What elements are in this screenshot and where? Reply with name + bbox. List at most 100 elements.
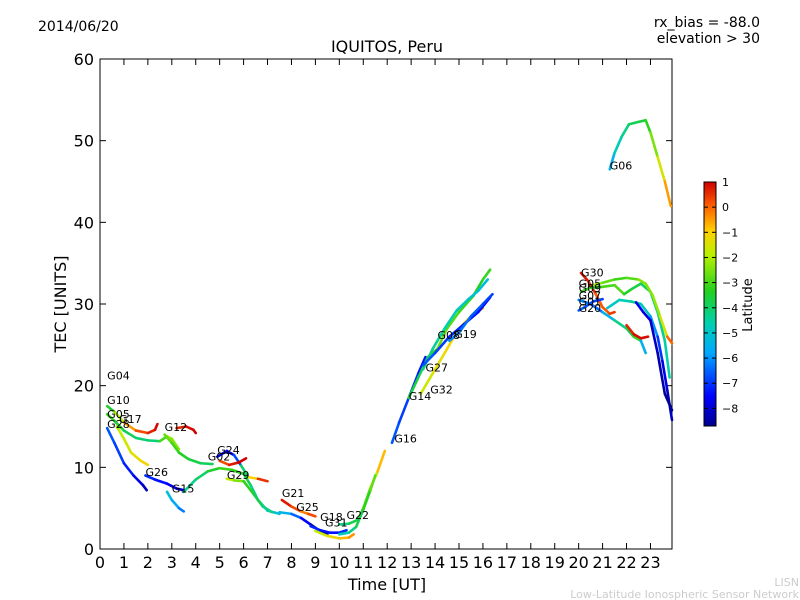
x-tick-label: 18: [521, 553, 541, 572]
series-g20b: [625, 323, 650, 340]
series-segment: [443, 309, 458, 330]
x-tick-label: 8: [286, 553, 296, 572]
series-segment: [625, 323, 636, 336]
series-segment: [601, 278, 616, 285]
satellite-label: G02: [208, 450, 231, 463]
satellite-label: G06: [610, 160, 633, 173]
series-segment: [649, 314, 659, 338]
series-segment: [299, 516, 312, 526]
x-tick-label: 19: [545, 553, 565, 572]
series-segment: [407, 376, 420, 400]
footer-long: Low-Latitude Ionospheric Sensor Network: [570, 588, 799, 600]
series-segment: [227, 461, 241, 467]
series-segment: [620, 123, 631, 138]
series-segment: [448, 323, 466, 338]
x-axis-label: Time [UT]: [347, 575, 426, 594]
series-g18: [309, 524, 348, 534]
series-segment: [369, 474, 377, 492]
series-segment: [122, 429, 138, 440]
satellite-label: G17: [119, 413, 142, 426]
y-tick-label: 30: [74, 295, 94, 314]
series-segment: [338, 528, 348, 534]
series-segment: [175, 487, 186, 492]
series-segment: [170, 498, 181, 510]
series-segment: [608, 151, 616, 171]
satellite-label: G12: [165, 421, 188, 434]
series-segment: [242, 479, 255, 495]
series-segment: [232, 479, 245, 483]
y-tick-label: 60: [74, 50, 94, 69]
colorbar-tick-label: −4: [722, 302, 738, 315]
colorbar-tick-label: −8: [722, 402, 738, 415]
series-segment: [225, 449, 236, 457]
rx-bias-label: rx_bias = -88.0: [654, 15, 760, 31]
series-layer: [105, 118, 674, 540]
series-segment: [663, 392, 674, 412]
elevation-label: elevation > 30: [657, 31, 760, 47]
series-segment: [649, 131, 659, 159]
series-g12: [163, 433, 214, 466]
colorbar-tick-label: −5: [722, 327, 738, 340]
series-segment: [665, 335, 674, 345]
series-g12b: [175, 425, 198, 435]
series-segment: [177, 451, 190, 461]
colorbar-tick-label: 0: [722, 201, 729, 214]
y-tick-label: 0: [84, 540, 94, 559]
satellite-label: G18: [320, 511, 343, 524]
series-segment: [338, 536, 351, 540]
series-segment: [338, 531, 351, 536]
series-segment: [622, 287, 633, 296]
x-tick-label: 6: [239, 553, 249, 572]
y-tick-label: 40: [74, 213, 94, 232]
series-segment: [431, 351, 446, 375]
series-segment: [661, 359, 669, 392]
series-g25: [278, 510, 329, 536]
satellite-label: G16: [394, 432, 417, 445]
x-tick-label: 5: [215, 553, 225, 572]
series-segment: [663, 339, 671, 379]
series-segment: [577, 305, 588, 312]
satellite-label: G15: [172, 482, 195, 495]
series-segment: [318, 528, 332, 534]
x-tick-label: 4: [191, 553, 201, 572]
x-tick-label: 20: [568, 553, 588, 572]
satellite-label: G19: [454, 328, 477, 341]
x-tick-label: 2: [143, 553, 153, 572]
series-segment: [105, 426, 116, 445]
series-segment: [639, 302, 652, 318]
series-segment: [469, 302, 485, 318]
series-segment: [256, 477, 269, 483]
satellite-label: G01: [579, 295, 602, 308]
satellite-label: G20: [579, 302, 602, 315]
series-segment: [230, 468, 245, 476]
series-segment: [431, 327, 446, 351]
series-segment: [630, 282, 643, 291]
series-segment: [242, 472, 253, 487]
series-g06: [608, 118, 673, 208]
series-segment: [134, 436, 150, 442]
series-segment: [601, 310, 616, 322]
series-segment: [641, 310, 652, 322]
series-segment: [618, 298, 633, 303]
satellite-label: G27: [425, 361, 448, 374]
series-segment: [584, 300, 595, 308]
series-segment: [280, 498, 293, 508]
series-segment: [105, 404, 116, 414]
y-tick-label: 50: [74, 132, 94, 151]
x-tick-label: 22: [616, 553, 636, 572]
series-segment: [141, 483, 148, 492]
series-segment: [306, 512, 317, 518]
series-segment: [601, 283, 616, 289]
series-g10: [105, 404, 159, 435]
series-g17: [115, 425, 150, 467]
x-tick-label: 17: [497, 553, 517, 572]
series-segment: [445, 310, 461, 330]
series-segment: [656, 335, 664, 363]
series-segment: [639, 335, 650, 340]
series-segment: [613, 135, 624, 155]
colorbar-label: Latitude: [741, 278, 756, 332]
series-segment: [481, 292, 494, 306]
series-segment: [663, 180, 673, 208]
colorbar-ticks: 1 0 −1 −2 −3 −4 −5 −6 −7 −8: [704, 176, 738, 415]
